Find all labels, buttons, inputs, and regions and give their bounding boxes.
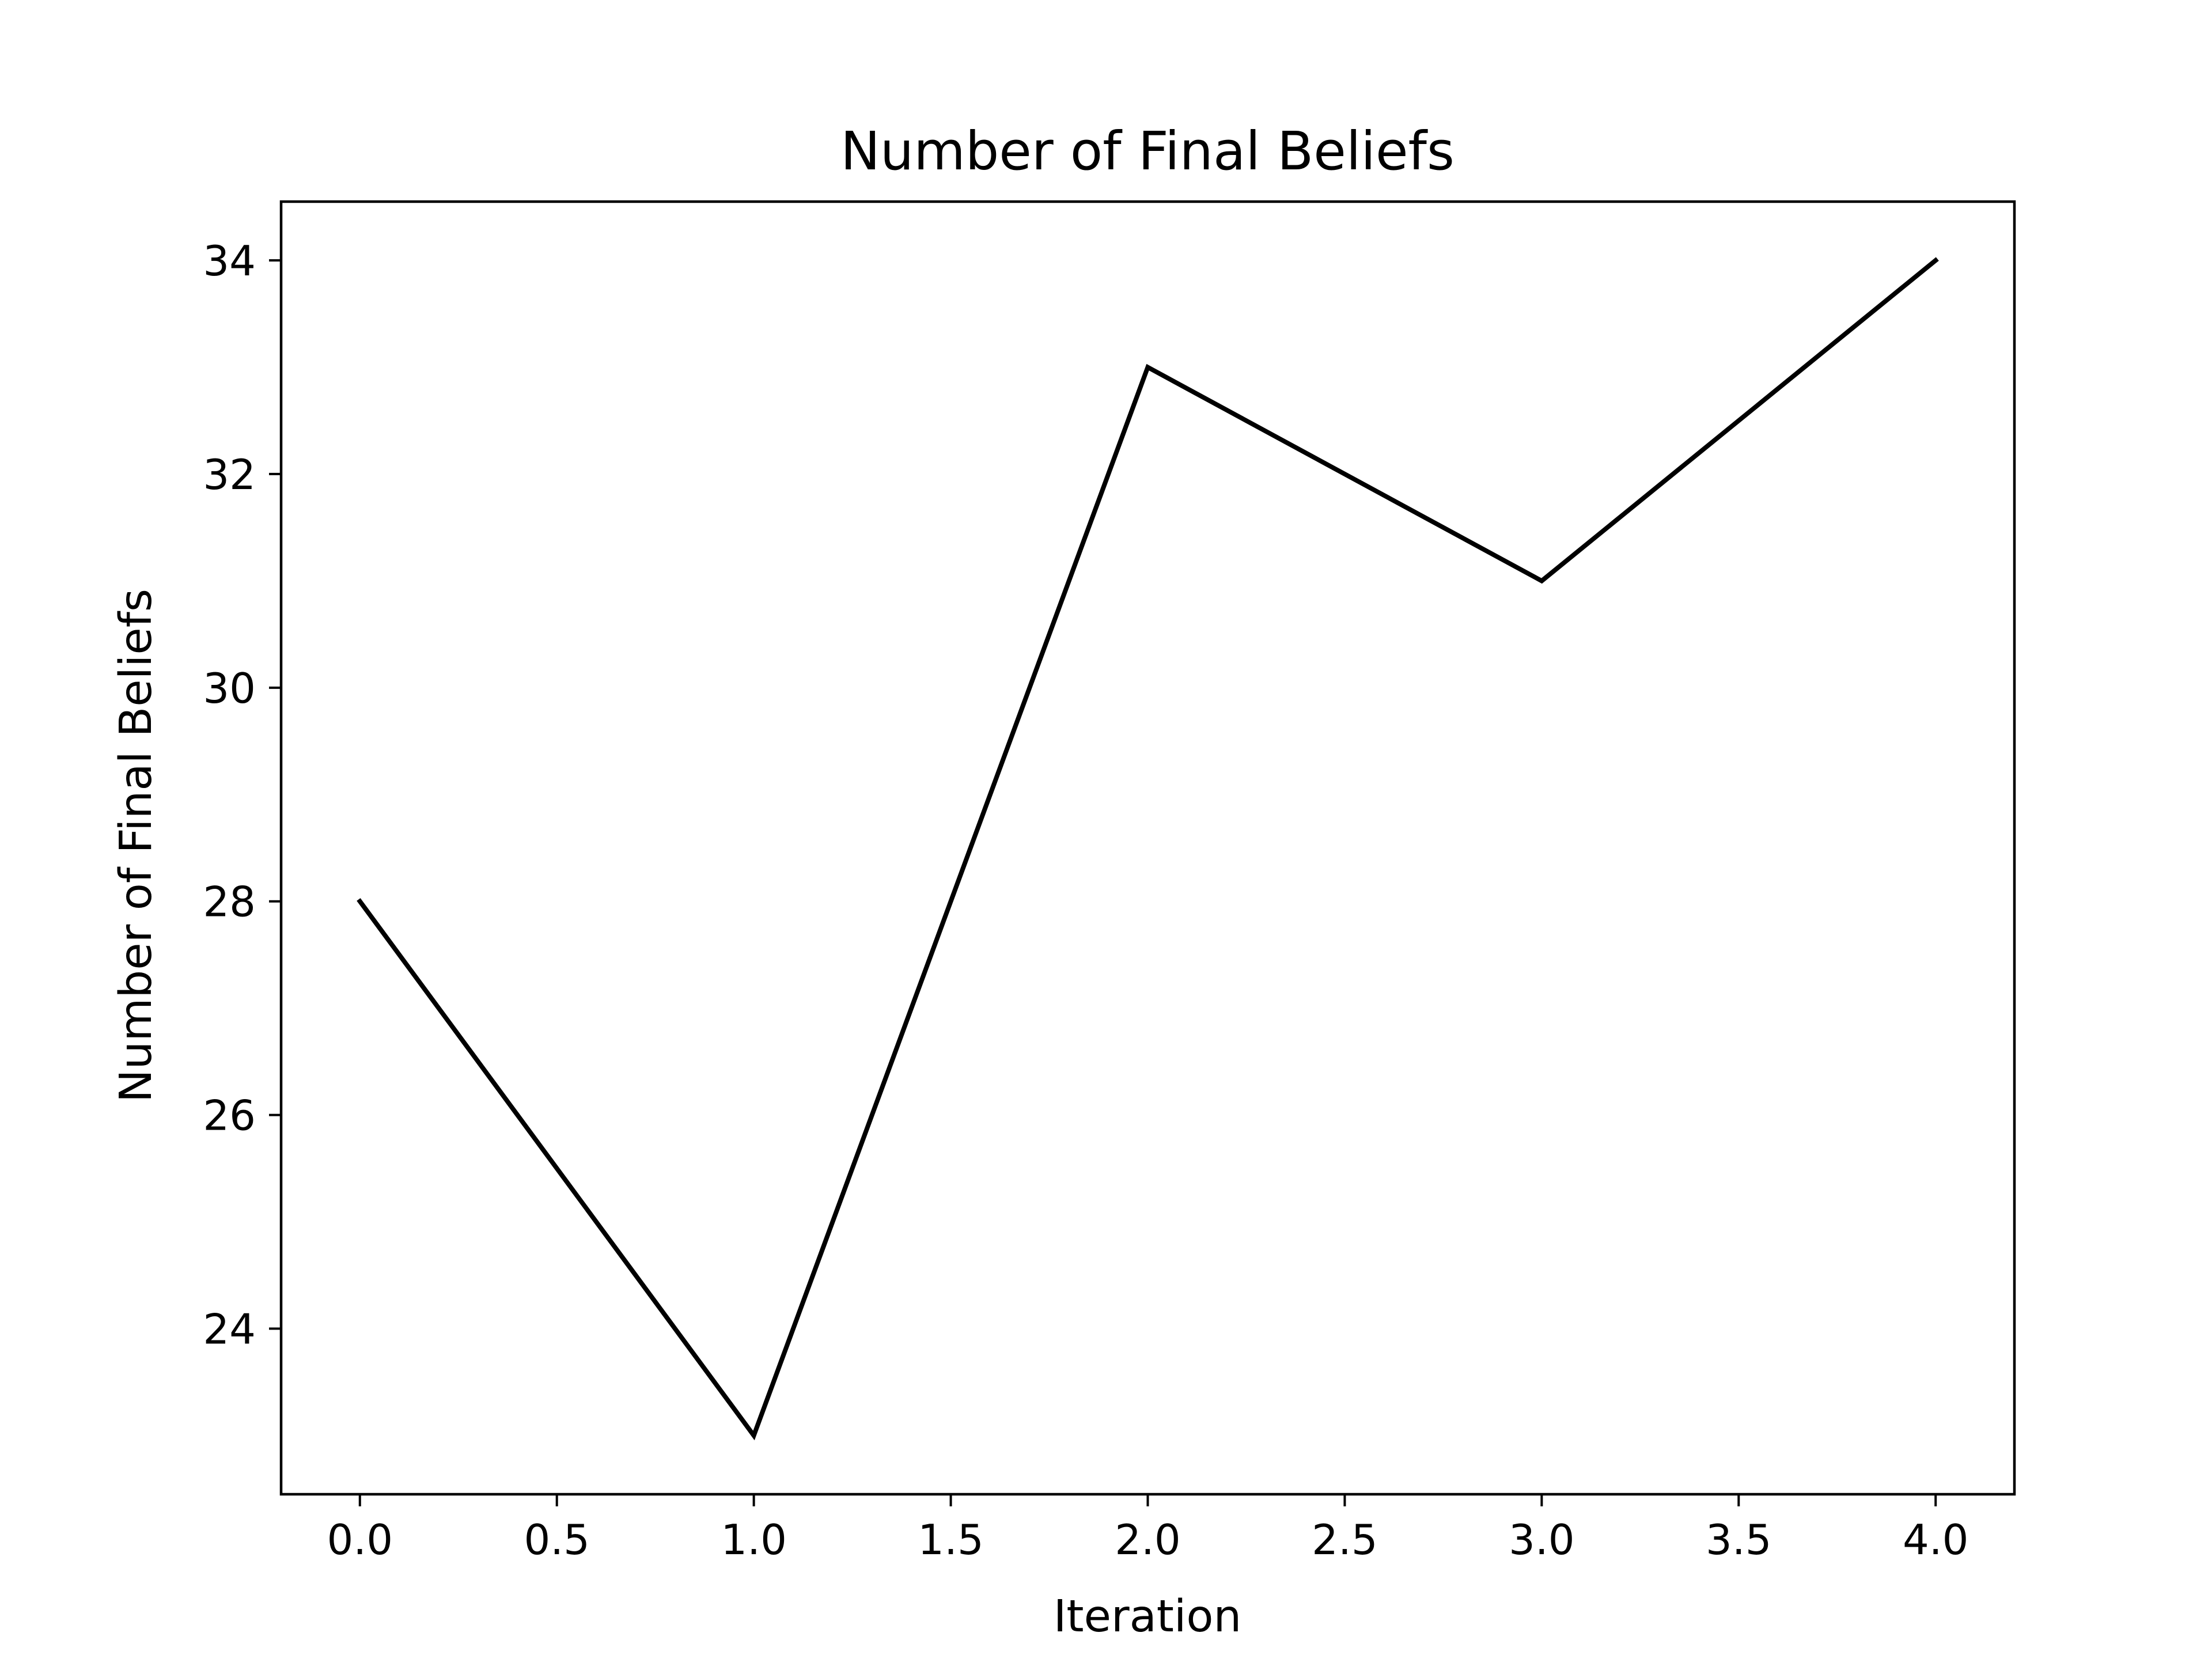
- x-tick-label: 2.0: [1115, 1516, 1181, 1564]
- y-tick-label: 24: [203, 1305, 256, 1354]
- y-tick-label: 32: [203, 450, 256, 499]
- x-tick-label: 4.0: [1903, 1516, 1969, 1564]
- y-tick-label: 30: [203, 664, 256, 713]
- x-tick-label: 1.0: [721, 1516, 787, 1564]
- x-tick-label: 0.5: [524, 1516, 590, 1564]
- x-tick-label: 2.5: [1312, 1516, 1378, 1564]
- y-tick-label: 26: [203, 1092, 256, 1140]
- chart-title: Number of Final Beliefs: [840, 120, 1455, 182]
- y-tick-label: 34: [203, 237, 256, 285]
- x-tick-label: 3.0: [1509, 1516, 1575, 1564]
- x-tick-label: 1.5: [918, 1516, 984, 1564]
- series-line: [357, 257, 1939, 1441]
- x-tick-label: 0.0: [327, 1516, 393, 1564]
- y-tick-label: 28: [203, 878, 256, 926]
- y-axis-label: Number of Final Beliefs: [111, 589, 162, 1103]
- x-axis-label: Iteration: [1054, 1591, 1242, 1642]
- plot-area: 0.0 0.5 1.0 1.5 2.0 2.5 3.0 3.5 4.0 24 26 28 30 32 34: [203, 200, 2016, 1564]
- x-tick-label: 3.5: [1706, 1516, 1772, 1564]
